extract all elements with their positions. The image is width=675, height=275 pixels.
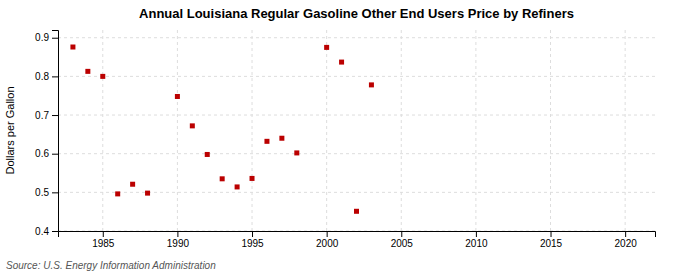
grid-line <box>102 30 103 231</box>
tick: 0.7 <box>35 110 58 121</box>
tick-label: 2005 <box>391 238 414 249</box>
grid-line <box>58 153 655 154</box>
point <box>220 176 225 181</box>
tick-label: 2010 <box>465 238 488 249</box>
tick: 2020 <box>615 231 638 249</box>
point <box>100 74 105 79</box>
grid-line <box>58 37 655 38</box>
annotation: Source: U.S. Energy Information Administ… <box>6 260 216 271</box>
point <box>279 136 284 141</box>
tick-mark <box>52 76 58 77</box>
tick: 2000 <box>316 231 339 249</box>
tick: 0.5 <box>35 187 58 198</box>
y-axis-title: Dollars per Gallon <box>4 86 16 174</box>
point <box>130 182 135 187</box>
tick: 1995 <box>241 231 264 249</box>
tick-label: 0.6 <box>35 148 49 159</box>
title: Annual Louisiana Regular Gasoline Other … <box>139 6 574 21</box>
tick: 2005 <box>391 231 414 249</box>
point <box>145 191 150 196</box>
point <box>264 139 269 144</box>
grid-line <box>58 76 655 77</box>
axis-line <box>59 232 656 238</box>
grid-line <box>177 30 178 231</box>
tick-mark <box>103 231 104 237</box>
y-axis: 0.4 0.5 0.6 0.7 0.8 0.9 <box>35 31 58 237</box>
point <box>190 123 195 128</box>
tick: 1985 <box>92 231 115 249</box>
tick-mark <box>327 231 328 237</box>
point <box>294 150 299 155</box>
point <box>85 69 90 74</box>
tick-mark <box>52 154 58 155</box>
point <box>175 94 180 99</box>
tick: 0.8 <box>35 71 58 82</box>
tick-label: 1985 <box>92 238 115 249</box>
tick: 0.6 <box>35 148 58 159</box>
tick: 0.4 <box>35 226 58 237</box>
tick-mark <box>476 231 477 237</box>
tick-mark <box>551 231 552 237</box>
point <box>205 152 210 157</box>
tick-label: 0.9 <box>35 32 49 43</box>
tick-mark <box>177 231 178 237</box>
tick-label: 2000 <box>316 238 339 249</box>
tick-label: 0.4 <box>35 226 49 237</box>
tick-label: 1995 <box>241 238 264 249</box>
grid-line <box>58 115 655 116</box>
axis-line <box>52 31 59 232</box>
grid-line <box>550 30 551 231</box>
points <box>70 45 374 214</box>
grid-line <box>252 30 253 231</box>
tick-mark <box>52 115 58 116</box>
grid <box>58 30 655 231</box>
tick-label: 0.5 <box>35 187 49 198</box>
x-axis: 1985 1990 1995 2000 2005 2010 2015 2020 <box>59 231 656 249</box>
grid-line <box>475 30 476 231</box>
tick-mark <box>52 38 58 39</box>
point <box>354 209 359 214</box>
point <box>369 82 374 87</box>
tick: 2010 <box>465 231 488 249</box>
point <box>70 45 75 50</box>
point <box>324 45 329 50</box>
tick-label: 2015 <box>540 238 563 249</box>
tick-label: 0.7 <box>35 110 49 121</box>
plot: 198519901995200020052010201520200.40.50.… <box>35 30 655 249</box>
tick-label: 2020 <box>615 238 638 249</box>
tick: 0.9 <box>35 32 58 43</box>
tick-mark <box>252 231 253 237</box>
tick-mark <box>401 231 402 237</box>
chart: 198519901995200020052010201520200.40.50.… <box>0 0 675 275</box>
tick: 1990 <box>167 231 190 249</box>
grid-line <box>625 30 626 231</box>
grid-line <box>326 30 327 231</box>
point <box>250 176 255 181</box>
tick: 2015 <box>540 231 563 249</box>
point <box>339 60 344 65</box>
tick-mark <box>625 231 626 237</box>
grid-line <box>401 30 402 231</box>
tick-label: 0.8 <box>35 71 49 82</box>
tick-label: 1990 <box>167 238 190 249</box>
point <box>115 191 120 196</box>
tick-mark <box>52 231 58 232</box>
point <box>235 184 240 189</box>
tick-mark <box>52 192 58 193</box>
